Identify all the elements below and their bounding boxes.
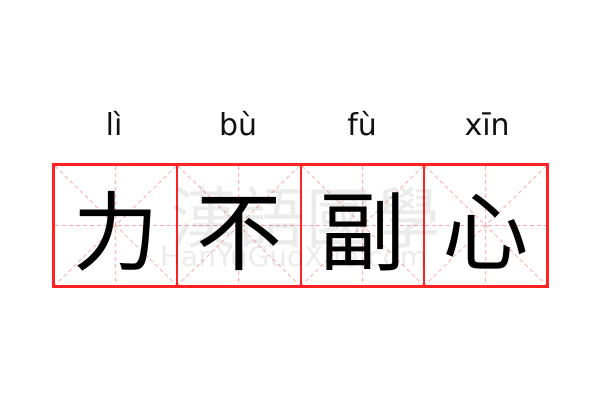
guide-lines [302, 166, 423, 285]
character-cell: 不 [178, 166, 302, 285]
character: 心 [442, 184, 529, 284]
pinyin-1: lì [105, 108, 123, 143]
pinyin-4: xīn [464, 108, 510, 143]
character-cell: 副 [302, 166, 425, 285]
guide-lines [178, 166, 299, 285]
pinyin-2: bù [218, 108, 258, 143]
character: 力 [72, 184, 159, 284]
character-cell: 力 [55, 166, 179, 285]
guide-lines [425, 166, 546, 285]
character-cell: 心 [425, 166, 546, 285]
pinyin-3: fù [347, 108, 377, 143]
character-grid: 力 不 副 心 [52, 163, 549, 288]
character: 不 [195, 184, 282, 284]
guide-lines [55, 166, 176, 285]
character: 副 [319, 184, 406, 284]
